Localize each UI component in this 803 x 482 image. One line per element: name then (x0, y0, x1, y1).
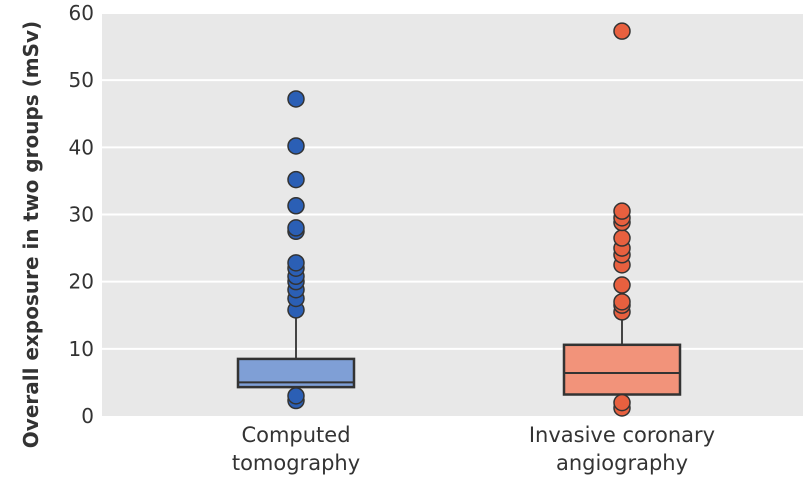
outlier-point (613, 22, 631, 40)
outlier-point (613, 276, 631, 294)
y-tick-label: 20 (69, 270, 94, 294)
outlier-point (287, 387, 305, 405)
y-tick-label: 10 (69, 337, 94, 361)
outlier-point (613, 393, 631, 412)
outlier-point (287, 254, 305, 272)
outlier-point (613, 202, 631, 220)
y-axis-ticks: 0 10 20 30 40 50 60 (69, 1, 94, 428)
outlier-point (613, 293, 631, 311)
y-tick-label: 0 (81, 404, 94, 428)
category-labels: Computed tomography Invasive coronary angio… (232, 423, 715, 475)
y-tick-label: 30 (69, 203, 94, 227)
box-group (562, 22, 682, 417)
category-label: Computed (241, 423, 350, 447)
box-group (236, 90, 356, 410)
y-tick-label: 60 (69, 1, 94, 25)
category-label: Invasive coronary (529, 423, 715, 447)
y-axis-title: Overall exposure in two groups (mSv) (19, 21, 43, 448)
boxes (236, 22, 682, 417)
y-tick-label: 40 (69, 135, 94, 159)
outlier-point (287, 137, 305, 155)
outlier-point (287, 197, 305, 215)
category-label: angiography (556, 451, 688, 475)
y-tick-label: 50 (69, 68, 94, 92)
outlier-point (287, 219, 305, 237)
outlier-point (287, 90, 305, 108)
grid-lines (102, 12, 803, 350)
box (562, 343, 682, 396)
outlier-point (613, 229, 631, 247)
category-label: tomography (232, 451, 360, 475)
outlier-point (287, 170, 305, 189)
